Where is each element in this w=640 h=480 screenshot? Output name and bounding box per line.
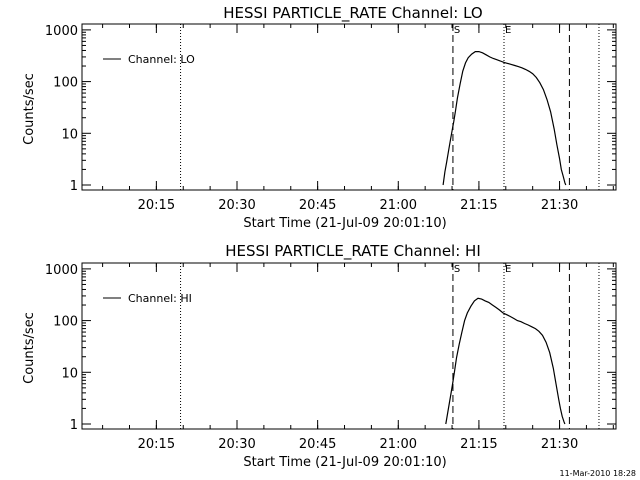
plot-frame bbox=[81, 23, 617, 191]
x-tick-label: 20:15 bbox=[138, 198, 175, 213]
y-tick-label: 1000 bbox=[45, 263, 78, 278]
y-tick-label: 1000 bbox=[45, 24, 78, 39]
y-tick-label: 1 bbox=[70, 418, 78, 433]
series-line bbox=[445, 297, 566, 425]
x-tick-label: 21:15 bbox=[460, 198, 497, 213]
y-tick-label: 1 bbox=[70, 179, 78, 194]
plot-frame bbox=[81, 262, 617, 430]
y-tick-label: 100 bbox=[53, 76, 78, 91]
series-line bbox=[442, 50, 567, 186]
y-axis-label: Counts/sec bbox=[22, 312, 37, 384]
x-tick-label: 20:45 bbox=[299, 437, 336, 452]
x-tick-label: 20:30 bbox=[218, 437, 255, 452]
legend-label: Channel: HI bbox=[128, 292, 192, 305]
interval-marker-label: S bbox=[454, 25, 460, 36]
chart-title: HESSI PARTICLE_RATE Channel: HI bbox=[225, 242, 481, 261]
x-tick-label: 21:00 bbox=[380, 198, 417, 213]
footer-timestamp: 11-Mar-2010 18:28 bbox=[560, 469, 637, 478]
y-tick-label: 10 bbox=[61, 127, 78, 142]
x-axis-label: Start Time (21-Jul-09 20:01:10) bbox=[243, 216, 446, 231]
x-axis-label: Start Time (21-Jul-09 20:01:10) bbox=[243, 455, 446, 470]
chart-title: HESSI PARTICLE_RATE Channel: LO bbox=[223, 4, 482, 23]
y-axis-label: Counts/sec bbox=[22, 73, 37, 145]
x-tick-label: 21:30 bbox=[541, 437, 578, 452]
x-tick-label: 20:15 bbox=[138, 437, 175, 452]
interval-marker-label: E bbox=[505, 264, 511, 275]
x-tick-label: 20:30 bbox=[218, 198, 255, 213]
x-tick-label: 21:15 bbox=[460, 437, 497, 452]
x-tick-label: 21:30 bbox=[541, 198, 578, 213]
panel-channel-hi: HESSI PARTICLE_RATE Channel: HI Counts/s… bbox=[22, 242, 617, 470]
x-tick-label: 20:45 bbox=[299, 198, 336, 213]
x-tick-label: 21:00 bbox=[380, 437, 417, 452]
panel-channel-lo: HESSI PARTICLE_RATE Channel: LO Counts/s… bbox=[22, 4, 617, 231]
interval-marker-label: S bbox=[454, 264, 460, 275]
y-tick-label: 10 bbox=[61, 366, 78, 381]
interval-marker-label: E bbox=[505, 25, 511, 36]
legend-label: Channel: LO bbox=[128, 53, 195, 66]
y-tick-label: 100 bbox=[53, 315, 78, 330]
